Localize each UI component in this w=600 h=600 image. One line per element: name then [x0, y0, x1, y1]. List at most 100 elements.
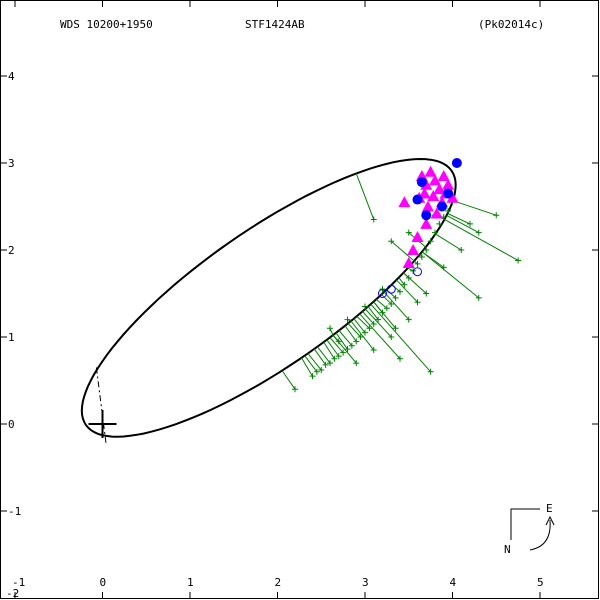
y-tick-label: -1: [8, 505, 21, 518]
orbit-layer: [80, 157, 457, 444]
compass-frame: [510, 508, 540, 540]
observation-plus-point: [340, 349, 347, 356]
residual-line: [326, 339, 340, 357]
observation-plus-point: [335, 353, 342, 360]
residual-line: [383, 291, 410, 320]
residual-line: [313, 348, 327, 366]
residual-line: [353, 318, 366, 333]
header-left: WDS 10200+1950: [60, 18, 153, 31]
residual-line: [444, 218, 519, 261]
residual-line: [355, 173, 375, 220]
observation-open-circle-point: [386, 284, 396, 294]
compass-arrowhead-icon: [545, 515, 555, 526]
y-tick-label: 3: [8, 157, 15, 170]
observation-plus-point: [445, 207, 452, 214]
observation-triangle-point: [398, 196, 411, 208]
observation-plus-point: [423, 247, 430, 253]
observation-plus-point: [313, 368, 320, 375]
observation-triangle-point: [424, 165, 437, 177]
residual-line: [421, 251, 480, 299]
observation-circle-point: [416, 177, 427, 188]
observation-plus-point: [392, 294, 399, 301]
observation-plus-point: [475, 294, 482, 301]
observation-plus-point: [397, 355, 403, 362]
compass-north-label: N: [504, 543, 511, 556]
observation-plus-point: [397, 288, 403, 295]
observation-circle-point: [437, 201, 447, 212]
observation-plus-point: [436, 220, 443, 227]
node-line: [95, 367, 107, 444]
y-tick-label: 1: [8, 331, 15, 344]
observation-triangle-point: [407, 244, 420, 255]
x-tick-label: 0: [100, 576, 107, 589]
observation-circle-point: [421, 210, 432, 221]
residual-line: [396, 279, 418, 303]
observation-plus-point: [423, 290, 430, 297]
observation-triangle-point: [420, 217, 433, 229]
observation-plus-point: [353, 338, 360, 345]
observation-plus-point: [309, 373, 316, 380]
observation-triangle-point: [422, 200, 434, 212]
compass: N E: [504, 502, 555, 556]
residual-line: [301, 357, 313, 377]
residual-line: [350, 320, 375, 351]
residual-line: [323, 341, 335, 360]
residual-line: [452, 200, 497, 216]
header-center: STF1424AB: [245, 18, 305, 31]
observation-plus-point: [475, 229, 482, 236]
observation-plus-point: [362, 329, 368, 336]
observation-plus-point: [414, 260, 421, 267]
y-tick-label: 0: [8, 418, 15, 431]
observation-triangle-point: [446, 191, 459, 203]
residual-line: [344, 325, 357, 342]
observation-plus-point: [292, 386, 298, 393]
observation-plus-point: [427, 238, 434, 245]
observation-plus-point: [392, 325, 399, 332]
observation-plus-point: [388, 334, 395, 340]
observation-plus-point: [366, 325, 373, 332]
residual-line: [403, 272, 427, 294]
observation-triangle-point: [433, 183, 446, 195]
observation-plus-point: [401, 281, 408, 288]
observation-triangle-point: [411, 230, 424, 242]
residual-line: [317, 346, 331, 364]
residual-line: [386, 289, 396, 299]
observation-circle-point: [451, 158, 462, 168]
observation-plus-point: [322, 361, 329, 368]
residual-line: [335, 332, 348, 350]
series-layer: [281, 158, 522, 393]
observation-plus-point: [432, 229, 438, 236]
residual-line: [329, 337, 344, 353]
x-tick-label: 1: [187, 576, 194, 589]
observation-plus-point: [370, 347, 377, 354]
observation-plus-point: [370, 320, 377, 327]
observation-plus-point: [357, 334, 364, 340]
x-tick-label: 4: [450, 576, 457, 589]
observation-plus-point: [331, 355, 338, 362]
observation-plus-point: [344, 346, 351, 353]
residual-line: [362, 311, 375, 325]
observation-open-circle-point: [413, 267, 422, 277]
residual-line: [447, 213, 471, 225]
observation-triangle-point: [429, 174, 441, 186]
residual-line: [332, 334, 340, 342]
x-tick-label: 3: [362, 576, 369, 589]
observation-plus-point: [405, 229, 412, 236]
observation-plus-point: [344, 316, 351, 323]
corner-label: -2: [6, 587, 19, 600]
residual-line: [375, 298, 388, 309]
observation-plus-point: [493, 212, 500, 219]
observation-plus-point: [375, 316, 382, 323]
y-tick-label: 4: [8, 70, 15, 83]
residual-line: [364, 308, 392, 338]
observation-plus-point: [383, 305, 390, 312]
x-tick-label: 2: [275, 576, 282, 589]
observation-plus-point: [418, 253, 425, 260]
observation-plus-point: [388, 238, 395, 245]
observation-triangle-point: [430, 207, 443, 219]
observation-plus-point: [467, 220, 473, 227]
observation-plus-point: [353, 360, 360, 367]
observation-triangle-point: [442, 178, 455, 190]
